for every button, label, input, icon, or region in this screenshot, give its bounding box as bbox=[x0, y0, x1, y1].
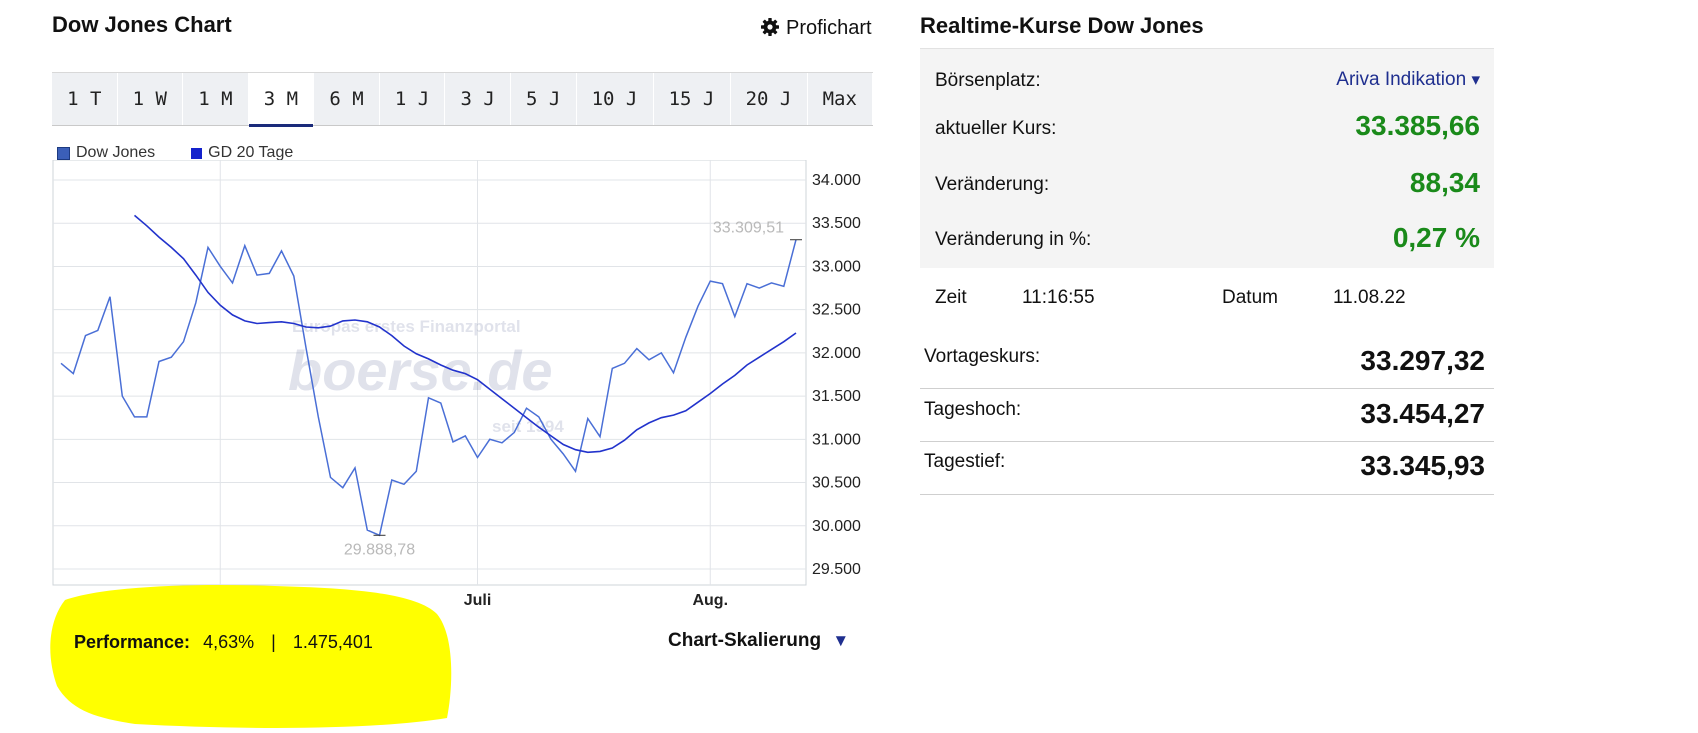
y-tick-label: 32.000 bbox=[812, 345, 861, 362]
prev-close-value: 33.297,32 bbox=[1360, 345, 1485, 376]
gear-icon[interactable] bbox=[760, 17, 780, 37]
triangle-down-icon: ▼ bbox=[832, 631, 850, 650]
y-tick-label: 33.500 bbox=[812, 215, 861, 232]
chart-scaling-button[interactable]: Chart-Skalierung ▼ bbox=[668, 630, 849, 652]
exchange-label: Börsenplatz: bbox=[935, 70, 1041, 91]
day-low-value: 33.345,93 bbox=[1360, 450, 1485, 481]
y-tick-label: 33.000 bbox=[812, 258, 861, 275]
chart-title: Dow Jones Chart bbox=[52, 12, 232, 37]
y-tick-label: 34.000 bbox=[812, 172, 861, 189]
realtime-title: Realtime-Kurse Dow Jones bbox=[920, 13, 1204, 38]
exchange-select[interactable]: Ariva Indikation ▾ bbox=[1318, 69, 1480, 91]
day-high-label: Tageshoch: bbox=[924, 399, 1022, 420]
tab-6m[interactable]: 6 M bbox=[314, 73, 380, 125]
prev-close-label: Vortageskurs: bbox=[924, 346, 1041, 367]
current-price-value: 33.385,66 bbox=[1355, 110, 1480, 141]
date-label: Datum bbox=[1222, 287, 1278, 308]
performance-points: 1.475,401 bbox=[292, 632, 373, 652]
performance-percent: 4,63% bbox=[203, 632, 255, 652]
date-value: 11.08.22 bbox=[1333, 287, 1406, 308]
series-line-gd20 bbox=[133, 214, 797, 454]
plot-area bbox=[52, 160, 807, 586]
watermark-logo: boerse.de bbox=[288, 339, 553, 402]
tab-15j[interactable]: 15 J bbox=[654, 73, 731, 125]
y-tick-label: 30.000 bbox=[812, 518, 861, 535]
profichart-link[interactable]: Profichart bbox=[786, 17, 872, 39]
y-tick-label: 29.500 bbox=[812, 561, 861, 578]
day-high-value: 33.454,27 bbox=[1360, 398, 1485, 429]
y-tick-label: 32.500 bbox=[812, 302, 861, 319]
watermark-tagline: Europas erstes Finanzportal bbox=[292, 317, 521, 336]
time-label: Zeit bbox=[935, 287, 967, 308]
x-tick-label: Aug. bbox=[692, 592, 728, 609]
max-annotation: 33.309,51 bbox=[713, 220, 784, 237]
row-divider bbox=[920, 441, 1494, 442]
tab-3j[interactable]: 3 J bbox=[445, 73, 511, 125]
performance-separator: | bbox=[271, 632, 276, 652]
time-value: 11:16:55 bbox=[1022, 287, 1095, 308]
realtime-quote-panel bbox=[920, 48, 1494, 268]
legend-label-dow-jones: Dow Jones bbox=[76, 144, 156, 161]
tab-max[interactable]: Max bbox=[808, 73, 874, 125]
change-value: 88,34 bbox=[1409, 167, 1480, 198]
change-label: Veränderung: bbox=[935, 174, 1050, 195]
boerse-watermark: Europas erstes Finanzportalboerse.deseit… bbox=[288, 317, 564, 436]
current-price-label: aktueller Kurs: bbox=[935, 118, 1057, 139]
performance-label: Performance: bbox=[74, 632, 191, 652]
change-percent-label: Veränderung in %: bbox=[935, 229, 1092, 250]
tab-1w[interactable]: 1 W bbox=[118, 73, 184, 125]
dow-jones-line-chart: 34.000 33.500 33.000 32.500 32.000 31.500 31.0… bbox=[52, 160, 861, 609]
tab-10j[interactable]: 10 J bbox=[577, 73, 654, 125]
day-low-label: Tagestief: bbox=[924, 451, 1006, 472]
tab-5j[interactable]: 5 J bbox=[511, 73, 577, 125]
tab-20j[interactable]: 20 J bbox=[731, 73, 808, 125]
y-tick-label: 31.500 bbox=[812, 388, 861, 405]
change-percent-value: 0,27 % bbox=[1392, 222, 1480, 253]
legend-swatch-gd20 bbox=[191, 147, 203, 159]
tab-1t[interactable]: 1 T bbox=[52, 73, 118, 125]
legend-swatch-dow-jones bbox=[57, 146, 70, 160]
performance-summary: Performance: 4,63% | 1.475,401 bbox=[74, 632, 373, 653]
chart-legend: Dow Jones GD 20 Tage bbox=[57, 144, 293, 162]
chevron-down-icon: ▾ bbox=[1471, 70, 1480, 89]
series-line-dow-jones bbox=[60, 239, 797, 537]
tab-3m[interactable]: 3 M bbox=[248, 73, 315, 127]
legend-label-gd20: GD 20 Tage bbox=[208, 144, 294, 161]
y-tick-label: 31.000 bbox=[812, 431, 861, 448]
x-tick-label: Juli bbox=[464, 592, 492, 609]
chart-scaling-label: Chart-Skalierung bbox=[668, 630, 822, 651]
tab-1m[interactable]: 1 M bbox=[183, 73, 249, 125]
min-annotation: 29.888,78 bbox=[344, 541, 415, 558]
row-divider bbox=[920, 494, 1494, 495]
exchange-value: Ariva Indikation bbox=[1336, 69, 1467, 90]
y-tick-label: 30.500 bbox=[812, 475, 861, 492]
tab-1j[interactable]: 1 J bbox=[380, 73, 446, 125]
yellow-highlight-scribble bbox=[50, 584, 452, 728]
row-divider bbox=[920, 388, 1494, 389]
